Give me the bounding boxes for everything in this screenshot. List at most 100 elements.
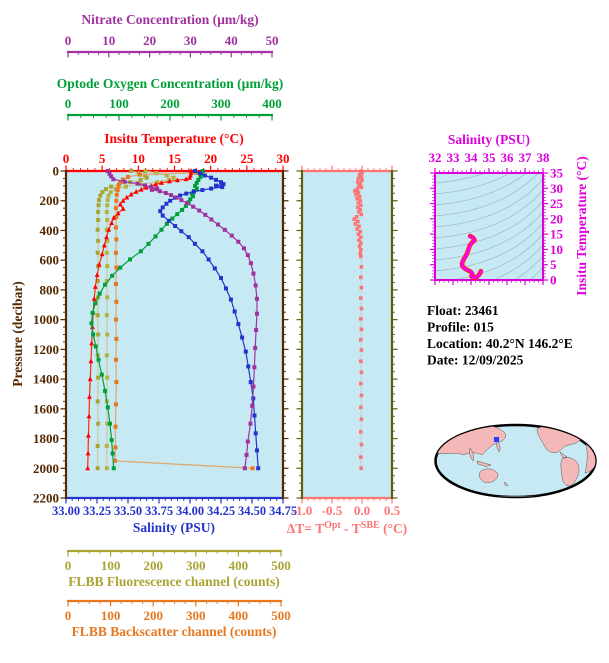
marker-delta-t [359,417,364,422]
marker-fluorescence-b [171,175,176,180]
marker-salinity [243,349,248,354]
tick-label: 40 [225,33,238,48]
series-temperature [85,168,194,471]
marker-nitrate [169,193,174,198]
marker-oxygen [146,241,151,246]
tick-label: 200 [143,608,163,623]
tick-label: 34.75 [269,504,297,518]
marker-salinity [192,169,197,173]
delta-title-part: SBE [361,520,380,531]
marker-nitrate [236,239,241,244]
marker-oxygen [196,177,201,182]
marker-salinity [219,276,223,281]
marker-backscatter [114,215,119,220]
marker-delta-t [359,254,363,259]
marker-oxygen [90,310,95,315]
pressure-tick-label: 1200 [33,342,59,357]
marker-delta-t [359,337,363,342]
marker-temperature [85,465,91,471]
landmass-central-america [559,451,568,459]
marker-fluorescence [138,177,143,182]
marker-fluorescence [95,278,100,283]
landmass-australia [479,468,499,483]
marker-delta-t [359,430,363,434]
marker-oxygen [159,227,164,232]
marker-salinity [240,335,245,340]
marker-temperature [120,197,126,203]
marker-salinity [197,171,202,176]
marker-fluorescence-b [123,184,128,189]
tick-label: 0 [63,151,70,166]
ts-tick-label: 15 [550,227,564,242]
marker-delta-t [353,189,357,193]
pressure-tick-label: 1400 [33,372,59,387]
marker-fluorescence [96,421,101,426]
marker-salinity [236,322,241,327]
marker-salinity [164,201,169,206]
marker-oxygen [105,405,110,410]
ts-tick-label: 35 [550,166,564,181]
marker-delta-t [356,201,361,205]
marker-oxygen [175,212,180,217]
marker-fluorescence-b [104,278,109,283]
tick-label: 200 [160,96,180,111]
tick-label: 33.25 [83,504,111,518]
marker-fluorescence [109,184,114,189]
tick-label: 15 [168,151,182,166]
marker-temperature [86,413,92,419]
marker-fluorescence [142,173,147,178]
marker-fluorescence [96,218,101,223]
isopycnal-contour [435,173,487,184]
marker-nitrate [209,217,214,222]
landmass-indonesia [476,460,492,467]
marker-nitrate [185,201,190,206]
nitrate-axis-title: Nitrate Concentration (µm/kg) [81,12,258,27]
marker-oxygen [128,257,133,262]
pressure-tick-label: 600 [40,253,60,268]
marker-nitrate [254,311,259,316]
marker-temperature [87,376,93,382]
marker-delta-t [356,176,361,181]
marker-fluorescence-b [104,227,109,232]
isopycnal-contour [435,222,543,272]
marker-nitrate [253,345,258,350]
marker-delta-t [359,296,363,300]
ts-tick-label: 10 [550,242,563,257]
marker-oxygen [96,357,101,362]
marker-oxygen [183,203,188,208]
marker-delta-t [358,207,362,212]
backscatter-axis-title: FLBB Backscatter channel (counts) [72,624,277,639]
marker-nitrate [248,421,253,426]
marker-temperature [124,194,130,200]
marker-nitrate [242,466,247,471]
marker-temperature [89,340,95,346]
isopycnal-contour [529,266,543,280]
marker-fluorescence [96,203,101,208]
nitrate-axis: 0 10 20 30 40 50 [65,33,279,58]
oxygen-axis-title: Optode Oxygen Concentration (µm/kg) [57,76,283,91]
marker-delta-t [359,174,364,179]
marker-salinity [214,177,219,182]
ts-tick-label: 20 [550,211,563,226]
marker-backscatter [115,188,120,193]
marker-nitrate [163,190,168,195]
pressure-tick-label: 1600 [33,401,59,416]
marker-salinity [178,193,183,198]
marker-fluorescence-b [105,238,110,243]
tick-label: 34.25 [207,504,235,518]
marker-salinity [253,431,258,436]
marker-backscatter [114,237,119,242]
marker-fluorescence [100,190,105,195]
tick-label: 10 [102,33,115,48]
profile-number-line: Profile: 015 [427,320,494,335]
marker-delta-t [358,198,362,203]
marker-oxygen [200,169,205,173]
marker-salinity [219,180,223,185]
marker-salinity [184,191,189,196]
marker-nitrate [250,403,255,408]
optode-axis: 0 100 200 300 400 [65,96,282,121]
tick-label: 300 [186,608,206,623]
marker-delta-t [352,217,356,221]
